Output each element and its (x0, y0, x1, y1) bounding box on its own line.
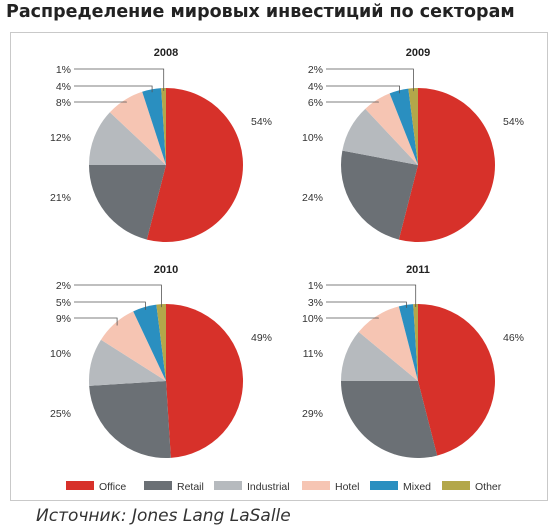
legend-label-retail: Retail (177, 481, 204, 493)
pie-slice-hotel (365, 93, 418, 165)
pie-slice-hotel (109, 91, 166, 165)
legend-label-industrial: Industrial (247, 481, 290, 493)
legend-swatch-office (66, 481, 94, 490)
leader-line-mixed (74, 301, 146, 310)
slice-label-mixed: 5% (56, 297, 71, 309)
slice-label-mixed: 4% (308, 81, 323, 93)
pie-chart-2009: 2009 54% 24% 10% 6% 4% 2% (302, 47, 524, 242)
leader-line-hotel (74, 101, 127, 103)
pie-chart-2011: 2011 46% 29% 11% 10% 3% 1% (302, 264, 524, 458)
pie-slice-retail (340, 150, 418, 240)
leader-line-other (74, 284, 162, 308)
slice-label-hotel: 8% (56, 97, 71, 109)
pie-slice-other (408, 88, 418, 165)
pie-slice-hotel (358, 306, 418, 381)
pie-slice-mixed (389, 88, 418, 165)
slice-label-retail: 21% (50, 192, 71, 204)
slice-label-other: 1% (56, 64, 71, 76)
legend-swatch-other (442, 481, 470, 490)
leader-line-mixed (326, 85, 401, 94)
pie-title: 2010 (154, 264, 178, 276)
pie-slice-retail (89, 381, 171, 459)
leader-line-hotel (326, 317, 379, 319)
slice-label-office: 54% (503, 116, 524, 128)
leader-line-other (326, 284, 417, 307)
source-caption: Источник: Jones Lang LaSalle (36, 506, 291, 526)
slice-label-hotel: 10% (302, 313, 323, 325)
pie-slice-office (166, 303, 244, 458)
chart-figure: 2008 54% 21% 12% 8% 4% 1% 2009 54% 24% 10% 6% 4% 2% 20… (10, 32, 548, 501)
pie-chart-2008: 2008 54% 21% 12% 8% 4% 1% (50, 47, 272, 242)
slice-label-hotel: 6% (308, 97, 323, 109)
slice-label-industrial: 11% (303, 348, 323, 360)
slice-label-office: 46% (503, 332, 524, 344)
slice-label-industrial: 12% (50, 132, 71, 144)
slice-label-office: 54% (251, 116, 272, 128)
pie-chart-2010: 2010 49% 25% 10% 9% 5% 2% (50, 264, 272, 459)
leader-line-hotel (74, 317, 118, 326)
pie-charts-svg: 200854%21%12%8%4%1%200954%24%10%6%4%2%20… (50, 47, 524, 493)
slice-label-industrial: 10% (50, 348, 71, 360)
pie-slice-office (398, 88, 496, 242)
pie-slice-industrial (89, 112, 166, 165)
slice-label-other: 2% (56, 280, 71, 292)
slice-label-industrial: 10% (302, 132, 323, 144)
pie-slice-other (413, 304, 418, 381)
leader-line-other (74, 68, 165, 91)
pie-slice-hotel (100, 311, 166, 381)
leader-line-mixed (326, 301, 407, 308)
pie-slice-mixed (133, 304, 166, 381)
legend-label-office: Office (99, 481, 126, 493)
legend: Office Retail Industrial Hotel Mixed Other (66, 481, 502, 493)
legend-label-hotel: Hotel (335, 481, 360, 493)
pie-title: 2008 (154, 47, 178, 59)
legend-swatch-industrial (214, 481, 242, 490)
leader-line-other (326, 68, 414, 92)
page-title: Распределение мировых инвестиций по сект… (6, 2, 515, 22)
pie-slice-mixed (142, 88, 166, 165)
slice-label-office: 49% (251, 332, 272, 344)
pie-slice-industrial (342, 108, 418, 165)
pie-slice-industrial (341, 331, 418, 381)
slice-label-retail: 29% (302, 408, 323, 420)
pie-slice-industrial (88, 339, 166, 386)
pie-title: 2009 (406, 47, 430, 59)
pie-slice-mixed (398, 304, 418, 381)
legend-swatch-hotel (302, 481, 330, 490)
legend-label-mixed: Mixed (403, 481, 431, 493)
legend-swatch-mixed (370, 481, 398, 490)
slice-label-retail: 25% (50, 408, 71, 420)
slice-label-other: 2% (308, 64, 323, 76)
slice-label-mixed: 4% (56, 81, 71, 93)
pie-slice-retail (341, 381, 438, 458)
leader-line-mixed (74, 85, 153, 93)
pie-title: 2011 (406, 264, 430, 276)
pie-slice-other (156, 304, 166, 381)
slice-label-hotel: 9% (56, 313, 71, 325)
leader-line-hotel (326, 101, 379, 103)
pie-slice-other (161, 87, 166, 165)
legend-label-other: Other (475, 481, 502, 493)
pie-slice-office (146, 88, 244, 242)
slice-label-retail: 24% (302, 192, 323, 204)
pie-slice-office (418, 304, 495, 456)
slice-label-mixed: 3% (308, 297, 323, 309)
legend-swatch-retail (144, 481, 172, 490)
pie-slice-retail (88, 165, 166, 240)
slice-label-other: 1% (308, 280, 323, 292)
